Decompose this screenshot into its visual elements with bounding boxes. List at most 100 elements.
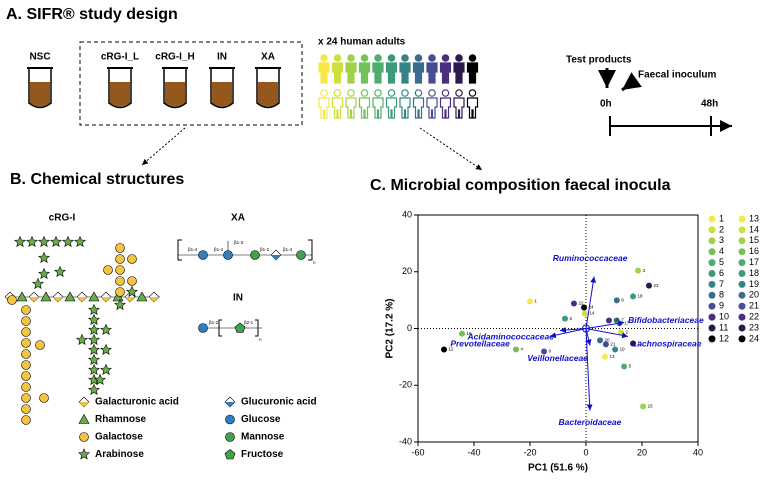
rhamnose: [88, 291, 100, 302]
point-label: 8: [621, 298, 624, 303]
loading-arrow: [585, 320, 625, 329]
person-head: [414, 89, 423, 97]
legend-label: Mannose: [241, 432, 285, 443]
point: [613, 297, 620, 304]
legend-label: 24: [749, 333, 759, 343]
person-body: [345, 97, 357, 119]
person-body: [318, 97, 330, 119]
legend-label: Glucose: [241, 414, 281, 425]
y-tick-label: -20: [399, 380, 412, 390]
legend-marker: [708, 324, 716, 332]
point: [458, 330, 465, 337]
galacturonic-half: [29, 297, 39, 302]
legend-marker: [738, 270, 746, 277]
point: [581, 310, 588, 317]
point: [605, 317, 612, 324]
loading-label: Ruminococcaceae: [553, 253, 628, 263]
person-body: [439, 62, 452, 84]
person-body: [453, 97, 465, 119]
tube-label: XA: [261, 52, 275, 63]
legend-label: 3: [719, 235, 724, 245]
point-label: 4: [521, 347, 524, 352]
loading-label: Prevotellaceae: [450, 339, 510, 349]
galactose: [103, 265, 113, 275]
point-label: 3: [643, 268, 646, 273]
point-label: 11: [638, 341, 643, 346]
point: [527, 298, 533, 305]
arabinose: [126, 285, 138, 298]
fructose: [234, 322, 246, 333]
point-label: 1: [535, 299, 538, 304]
person-head: [387, 54, 396, 62]
panel-a-title: A. SIFR® study design: [6, 6, 178, 23]
galactose: [127, 276, 137, 286]
arrow: [621, 72, 642, 92]
loading-arrow: [549, 328, 587, 339]
rhamnose: [136, 291, 148, 302]
bracket: [255, 319, 259, 337]
galacturonic-half: [77, 297, 87, 302]
person-head: [455, 54, 463, 62]
legend-label: Rhamnose: [95, 414, 147, 425]
arabinose: [88, 383, 100, 396]
point: [612, 346, 619, 353]
legend-label: 15: [749, 235, 759, 245]
bond-label: β1-2: [209, 320, 219, 325]
galactose: [21, 371, 31, 381]
legend-marker: [738, 280, 746, 288]
point-label: 15: [648, 404, 654, 409]
legend-label: 14: [749, 224, 759, 234]
person-head: [333, 89, 342, 97]
galactose: [79, 432, 89, 442]
legend-label: 21: [749, 301, 759, 311]
tube: [108, 68, 132, 109]
legend-marker: [738, 313, 746, 321]
person-body: [372, 62, 384, 84]
structure-name: IN: [233, 293, 243, 304]
arabinose: [76, 333, 88, 346]
point: [630, 340, 637, 347]
person-body: [345, 62, 357, 84]
tube: [210, 68, 234, 109]
galacturonic-half: [149, 297, 159, 302]
person-body: [385, 97, 398, 119]
legend-label: 20: [749, 290, 759, 300]
arabinose: [26, 235, 38, 248]
person-head: [333, 54, 342, 62]
x-axis-label: PC1 (51.6 %): [528, 463, 588, 474]
legend-marker: [738, 335, 746, 343]
legend-label: 13: [749, 213, 759, 223]
point-label: 5: [629, 364, 632, 369]
person-body: [399, 62, 411, 84]
tube-liquid: [30, 82, 50, 107]
point-label: 10: [613, 318, 619, 323]
arabinose: [78, 448, 90, 460]
point: [541, 348, 547, 355]
person-head: [320, 54, 328, 62]
structure-name: XA: [231, 213, 245, 224]
galactose: [21, 393, 31, 403]
point: [570, 300, 577, 307]
legend-marker: [708, 237, 716, 245]
y-tick-label: 20: [402, 266, 412, 276]
galactose: [21, 327, 31, 337]
timeline-label: 0h: [600, 99, 612, 110]
loading-arrow: [585, 328, 592, 346]
person-head: [374, 54, 382, 62]
legend-label: 23: [749, 322, 759, 332]
glucose: [198, 250, 208, 260]
panel-c-title: C. Microbial composition faecal inocula: [370, 177, 671, 194]
point-label: 6: [570, 316, 573, 321]
legend-label: 11: [719, 322, 728, 332]
person-head: [441, 89, 450, 97]
arabinose: [100, 363, 112, 376]
loading-arrow: [585, 328, 629, 339]
person-head: [360, 54, 369, 62]
timeline-label: Faecal inoculum: [638, 70, 716, 81]
point-label: 16: [466, 331, 472, 336]
point-label: 20: [605, 338, 611, 343]
legend-marker: [708, 270, 716, 277]
arabinose: [54, 265, 66, 278]
person-body: [318, 62, 330, 84]
y-tick-label: 40: [402, 209, 412, 219]
